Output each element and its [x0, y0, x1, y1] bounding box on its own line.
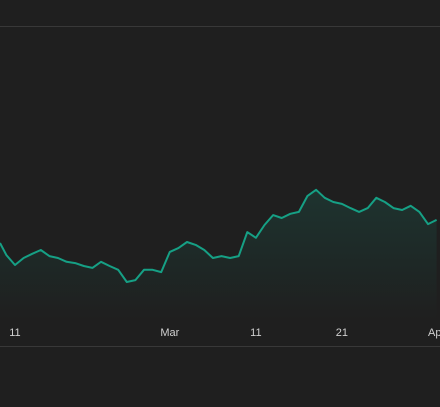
price-line — [0, 188, 438, 283]
x-tick-label: 11 — [9, 327, 20, 339]
x-tick-label: 11 — [250, 327, 261, 339]
x-tick-label: Mar — [160, 327, 179, 339]
x-tick-label: 21 — [336, 327, 348, 339]
area-fill — [0, 189, 437, 320]
x-tick-label: Apr — [428, 327, 440, 339]
